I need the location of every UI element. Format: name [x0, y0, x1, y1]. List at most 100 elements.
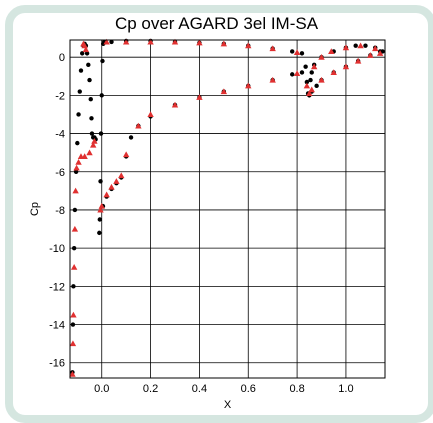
data-point-triangle: [269, 45, 276, 52]
data-point-circle: [87, 77, 92, 83]
x-tick-label: 0.4: [192, 383, 207, 395]
data-point-triangle: [113, 178, 120, 184]
data-marks: [69, 38, 385, 377]
data-point-circle: [97, 230, 102, 236]
data-point-triangle: [97, 206, 104, 213]
data-point-circle: [89, 116, 94, 121]
data-point-circle: [72, 207, 78, 213]
data-point-circle: [290, 72, 295, 77]
data-point-triangle: [196, 94, 203, 100]
y-tick-label: 0: [59, 52, 65, 64]
data-point-circle: [71, 284, 76, 289]
y-tick-label: -14: [49, 320, 65, 332]
data-point-triangle: [118, 172, 125, 179]
data-point-triangle: [108, 183, 115, 190]
data-point-triangle: [220, 88, 228, 95]
data-point-triangle: [69, 340, 77, 347]
data-point-circle: [363, 43, 368, 48]
grid-lines: [70, 40, 385, 378]
data-point-triangle: [293, 70, 301, 76]
data-point-circle: [86, 62, 91, 68]
data-point-triangle: [318, 76, 325, 83]
data-point-circle: [299, 70, 305, 75]
data-point-triangle: [269, 76, 276, 83]
x-tick-label: 1.0: [338, 383, 353, 395]
plot-area-border: [69, 39, 386, 379]
data-point-triangle: [171, 101, 179, 108]
data-point-triangle: [171, 38, 179, 45]
data-point-circle: [109, 39, 114, 45]
data-point-triangle: [73, 164, 80, 171]
data-point-circle: [80, 51, 85, 56]
data-point-triangle: [354, 57, 362, 64]
y-tick-label: -4: [55, 129, 65, 141]
data-point-triangle: [86, 149, 93, 156]
x-tick-label: 0.0: [94, 383, 109, 395]
data-point-triangle: [342, 44, 350, 51]
data-point-circle: [89, 131, 95, 136]
data-point-circle: [100, 58, 105, 64]
data-point-circle: [308, 77, 313, 83]
data-point-circle: [97, 217, 102, 222]
data-point-circle: [77, 89, 82, 94]
data-point-circle: [88, 96, 93, 102]
data-point-triangle: [135, 122, 142, 129]
data-point-circle: [98, 179, 103, 184]
data-point-triangle: [342, 63, 350, 70]
chart-title: Cp over AGARD 3el IM-SA: [114, 14, 319, 33]
data-point-triangle: [196, 39, 203, 46]
y-tick-label: -12: [49, 281, 65, 293]
data-point-triangle: [69, 370, 76, 377]
data-point-triangle: [147, 111, 154, 118]
y-tick-label: -10: [49, 243, 65, 255]
x-axis-label: X: [224, 399, 232, 411]
data-point-circle: [353, 43, 358, 48]
data-point-circle: [84, 51, 90, 56]
data-point-triangle: [376, 50, 384, 56]
tick-labels: 0.0 0.2 0.4 0.6 0.8 1.0 0 -2 -4 -6 -8 -10 -12 -14 -16: [49, 52, 353, 395]
data-point-triangle: [71, 225, 79, 232]
data-point-triangle: [328, 48, 335, 55]
data-point-triangle: [308, 86, 315, 93]
data-point-triangle: [303, 82, 311, 89]
data-point-circle: [380, 49, 385, 54]
data-point-triangle: [372, 45, 379, 52]
data-point-circle: [304, 79, 310, 85]
y-tick-label: -6: [55, 167, 65, 179]
data-point-triangle: [82, 46, 90, 53]
data-point-circle: [99, 93, 104, 98]
data-point-triangle: [103, 191, 110, 198]
data-point-circle: [309, 70, 314, 75]
data-point-triangle: [70, 264, 78, 270]
data-point-triangle: [306, 90, 313, 97]
x-tick-label: 0.8: [289, 383, 304, 395]
data-point-triangle: [89, 141, 97, 148]
data-point-circle: [76, 112, 81, 117]
data-point-triangle: [91, 138, 98, 144]
data-point-circle: [75, 140, 80, 146]
data-point-triangle: [103, 38, 110, 45]
data-point-triangle: [98, 202, 105, 209]
data-point-circle: [303, 64, 308, 69]
data-point-triangle: [81, 153, 88, 160]
data-point-triangle: [245, 82, 252, 89]
data-point-triangle: [75, 159, 82, 165]
chart-frame: [5, 5, 433, 423]
data-point-triangle: [357, 42, 364, 49]
data-point-circle: [128, 135, 134, 140]
data-point-triangle: [367, 52, 374, 58]
data-point-triangle: [81, 42, 88, 49]
data-point-triangle: [72, 187, 79, 194]
data-point-circle: [299, 51, 305, 56]
data-point-circle: [290, 49, 295, 54]
x-tick-label: 0.2: [143, 383, 158, 395]
y-axis-label: Cp: [29, 202, 41, 216]
data-point-triangle: [245, 42, 252, 49]
data-point-triangle: [310, 63, 318, 70]
data-point-circle: [78, 68, 84, 73]
y-tick-label: -8: [55, 205, 65, 217]
data-point-triangle: [70, 311, 77, 318]
data-point-circle: [73, 169, 79, 174]
data-point-triangle: [330, 69, 337, 76]
